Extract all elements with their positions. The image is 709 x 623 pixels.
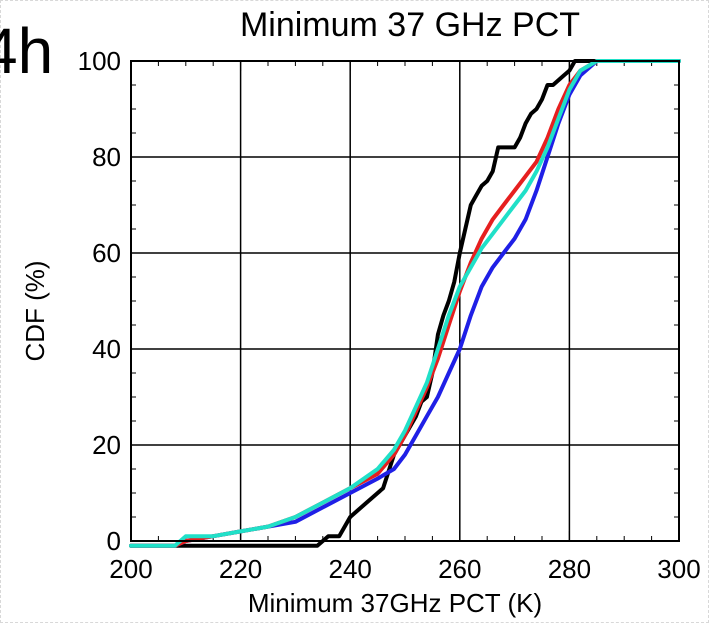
y-tick-label: 100 — [78, 46, 121, 76]
panel-label: 4h — [0, 15, 54, 87]
x-tick-label: 280 — [548, 554, 591, 584]
y-axis-label: CDF (%) — [20, 260, 50, 361]
series-line-4 — [129, 59, 681, 548]
minor-ticks — [130, 60, 680, 542]
series-line-2 — [129, 59, 681, 548]
x-tick-label: 260 — [438, 554, 481, 584]
y-tick-labels: 0 20 40 60 80 100 — [78, 46, 121, 556]
x-tick-label: 300 — [657, 554, 700, 584]
grid-lines — [131, 61, 679, 541]
y-tick-label: 80 — [92, 142, 121, 172]
series-line-3 — [129, 59, 681, 548]
y-tick-label: 20 — [92, 430, 121, 460]
series-layer — [129, 59, 681, 548]
x-tick-label: 240 — [329, 554, 372, 584]
chart-title: Minimum 37 GHz PCT — [239, 6, 581, 44]
plot-border — [130, 60, 680, 542]
y-tick-label: 40 — [92, 334, 121, 364]
y-tick-label: 0 — [107, 526, 121, 556]
x-tick-labels: 200 220 240 260 280 300 — [109, 554, 700, 584]
x-tick-label: 200 — [109, 554, 152, 584]
series-line-1 — [129, 59, 681, 548]
x-tick-label: 220 — [219, 554, 262, 584]
y-tick-label: 60 — [92, 238, 121, 268]
x-axis-label: Minimum 37GHz PCT (K) — [248, 588, 542, 618]
